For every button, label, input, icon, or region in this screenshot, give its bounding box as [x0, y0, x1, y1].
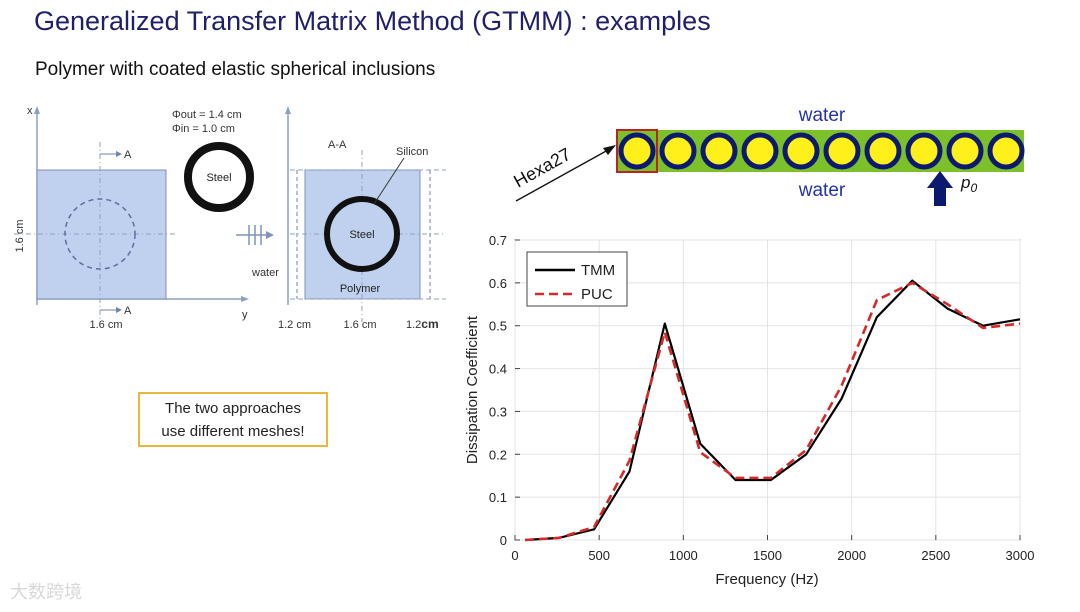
- dim-right-value: 1.2: [406, 319, 421, 331]
- dim-right-unit: cm: [421, 317, 438, 331]
- coated-inclusion-2: [659, 132, 697, 170]
- axis-x-label: x: [27, 105, 33, 117]
- steel-label: Steel: [206, 172, 231, 184]
- meshes-note-box: The two approaches use different meshes!: [138, 392, 328, 447]
- y-axis-label: Dissipation Coefficient: [464, 315, 481, 464]
- width-dimension: 1.6 cm: [89, 319, 122, 331]
- y-tick-label: 0.4: [489, 362, 507, 377]
- coated-inclusion-3: [700, 132, 738, 170]
- water-bottom-label: water: [798, 180, 846, 201]
- y-tick-label: 0.3: [489, 404, 507, 419]
- dissipation-chart: 0 500 1000 1500 2000 2500 3000 0 0.1 0.2 0.3 0.4 0.…: [464, 233, 1035, 588]
- section-aa-label: A-A: [328, 139, 347, 151]
- y-tick-label: 0.5: [489, 319, 507, 334]
- hexa27-cell-highlight: [616, 129, 658, 173]
- note-line-2: use different meshes!: [161, 423, 305, 440]
- slide-title: Generalized Transfer Matrix Method (GTMM…: [34, 6, 711, 36]
- hexa27-label: Hexa27: [510, 144, 574, 192]
- section-marker-top: A: [124, 149, 132, 161]
- water-top-label: water: [798, 105, 846, 126]
- dim-middle-label: 1.6 cm: [343, 319, 376, 331]
- water-side-label: water: [251, 267, 279, 279]
- inclusion-hidden-outline: [64, 198, 136, 270]
- x-tick-label: 1500: [753, 548, 782, 563]
- watermark-text: 大数跨境: [10, 582, 82, 602]
- inclusion-chain-diagram: water water Hexa27 p0: [510, 105, 1025, 206]
- coated-inclusion-section: [324, 196, 400, 272]
- coated-inclusion-9: [946, 132, 984, 170]
- pressure-subscript: 0: [970, 181, 977, 195]
- coated-inclusion-4: [741, 132, 779, 170]
- y-tick-label: 0.2: [489, 447, 507, 462]
- coated-inclusion-6: [823, 132, 861, 170]
- legend-label-puc: PUC: [581, 286, 613, 303]
- pressure-label: p0: [960, 173, 977, 195]
- mesh-transfer-arrow-icon: [236, 225, 274, 245]
- section-marker-bottom: A: [124, 305, 132, 317]
- coated-inclusion-7: [864, 132, 902, 170]
- x-tick-label: 1000: [669, 548, 698, 563]
- y-tick-label: 0.1: [489, 490, 507, 505]
- silicon-leader-line: [373, 157, 405, 205]
- slide-subtitle: Polymer with coated elastic spherical in…: [35, 59, 436, 80]
- polymer-label: Polymer: [340, 283, 381, 295]
- pressure-symbol: p: [960, 173, 970, 192]
- height-dimension: 1.6 cm: [14, 219, 26, 252]
- y-tick-label: 0.7: [489, 233, 507, 248]
- x-axis-label: Frequency (Hz): [715, 571, 818, 588]
- coated-inclusion-1: [618, 132, 656, 170]
- note-line-1: The two approaches: [165, 400, 301, 417]
- phi-in-label: Φin = 1.0 cm: [172, 123, 235, 135]
- coated-inclusion-5: [782, 132, 820, 170]
- pressure-arrow-icon: [927, 171, 953, 206]
- silicon-label: Silicon: [396, 146, 428, 158]
- x-tick-label: 3000: [1006, 548, 1035, 563]
- series-line-puc: [525, 281, 1021, 542]
- x-tick-label: 2000: [837, 548, 866, 563]
- steel-coated-sphere: [184, 142, 254, 212]
- legend-box: [526, 251, 628, 307]
- hexa27-pointer-line: [515, 149, 609, 202]
- x-tick-label: 2500: [921, 548, 950, 563]
- x-tick-label: 0: [511, 548, 518, 563]
- axis-y-label: y: [242, 309, 248, 321]
- series-line-tmm: [525, 279, 1021, 542]
- coated-inclusion-10: [987, 132, 1025, 170]
- unit-cell-diagram: x y A A 1.6 cm 1.6 cm Φout = 1.4 cm Φin …: [14, 105, 254, 331]
- coated-inclusion-8: [905, 132, 943, 170]
- legend-label-tmm: TMM: [581, 262, 615, 279]
- dim-left-label: 1.2 cm: [278, 319, 311, 331]
- dim-right-label: 1.2cm: [406, 317, 439, 331]
- section-aa-diagram: A-A Steel Silicon Polymer water 1.2 cm 1…: [251, 106, 446, 331]
- y-tick-label: 0.6: [489, 276, 507, 291]
- phi-out-label: Φout = 1.4 cm: [172, 109, 242, 121]
- section-steel-label: Steel: [349, 229, 374, 241]
- x-tick-label: 500: [588, 548, 610, 563]
- y-tick-label: 0: [500, 533, 507, 548]
